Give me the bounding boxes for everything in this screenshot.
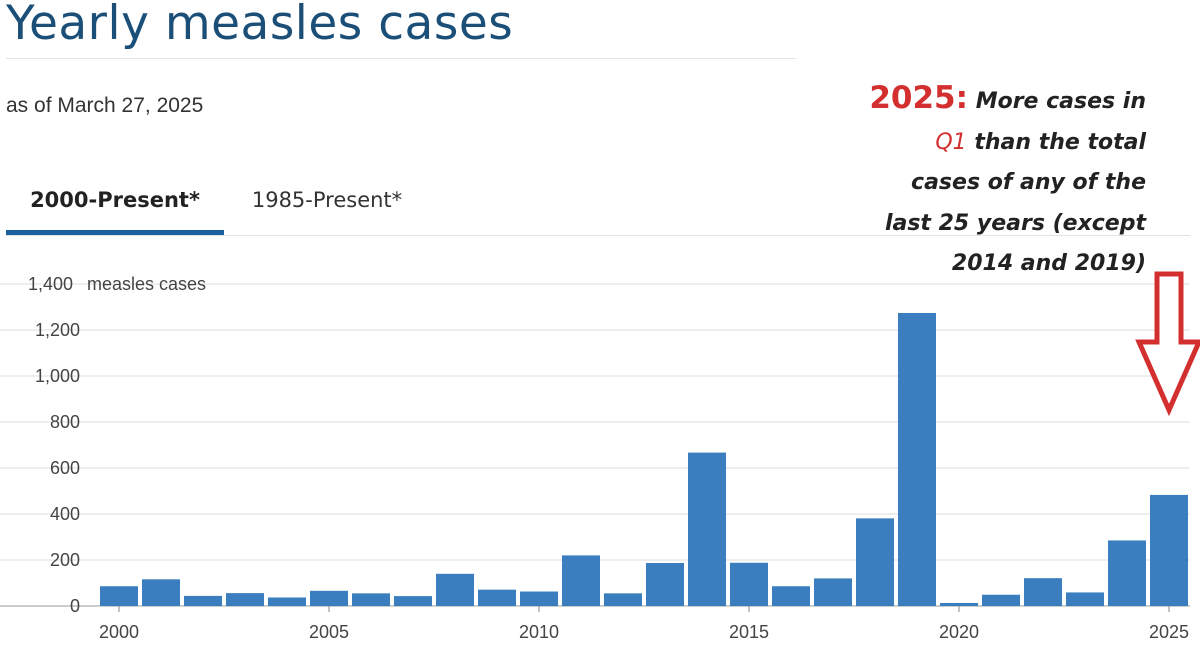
y-axis-title: measles cases bbox=[87, 274, 206, 294]
annotation-q1: Q1 bbox=[935, 129, 967, 155]
annotation-line-4: last 25 years (except bbox=[884, 210, 1146, 236]
y-axis-ticks: 0 200 400 600 800 1,000 1,200 1,400 bbox=[28, 274, 80, 616]
bar-2010 bbox=[520, 591, 558, 606]
measles-bar-chart: 0 200 400 600 800 1,000 1,200 1,400 measles cas… bbox=[0, 271, 1200, 642]
tab-2000-present[interactable]: 2000-Present* bbox=[6, 178, 224, 236]
page-title: Yearly measles cases bbox=[6, 0, 514, 51]
annotation-line-2: Q1 than the total bbox=[816, 123, 1146, 164]
bar-2013 bbox=[646, 562, 684, 606]
annotation-text-2: than the total bbox=[974, 129, 1146, 155]
annotation-year: 2025: bbox=[869, 80, 969, 116]
bar-2009 bbox=[478, 589, 516, 606]
x-tick-label: 2020 bbox=[939, 622, 979, 642]
bar-2014 bbox=[688, 452, 726, 606]
y-tick-label: 800 bbox=[50, 412, 80, 432]
bars bbox=[100, 312, 1188, 606]
title-divider bbox=[6, 58, 796, 59]
down-arrow-icon bbox=[1135, 271, 1200, 417]
bar-2024 bbox=[1108, 540, 1146, 606]
bar-2005 bbox=[310, 590, 348, 606]
y-tick-label: 1,000 bbox=[35, 366, 80, 386]
y-tick-label: 0 bbox=[70, 596, 80, 616]
bar-2004 bbox=[268, 597, 306, 606]
tab-1985-present[interactable]: 1985-Present* bbox=[251, 188, 403, 212]
y-tick-label: 200 bbox=[50, 550, 80, 570]
y-tick-label: 1,200 bbox=[35, 320, 80, 340]
tabs-divider bbox=[6, 235, 1190, 236]
bar-2019 bbox=[898, 312, 936, 606]
bar-2016 bbox=[772, 586, 810, 606]
bar-2017 bbox=[814, 578, 852, 606]
bar-2023 bbox=[1066, 592, 1104, 606]
bar-2008 bbox=[436, 573, 474, 606]
annotation-text-1: More cases in bbox=[975, 89, 1146, 114]
y-tick-label: 400 bbox=[50, 504, 80, 524]
bar-2002 bbox=[184, 595, 222, 606]
y-tick-label: 1,400 bbox=[28, 274, 73, 294]
x-tick-label: 2010 bbox=[519, 622, 559, 642]
bar-2012 bbox=[604, 593, 642, 606]
as-of-date: as of March 27, 2025 bbox=[6, 94, 204, 117]
bar-2003 bbox=[226, 593, 264, 606]
bar-2011 bbox=[562, 555, 600, 606]
annotation-line-1: 2025: More cases in bbox=[816, 78, 1146, 123]
bar-2015 bbox=[730, 562, 768, 606]
bar-2006 bbox=[352, 593, 390, 606]
bar-2025 bbox=[1150, 494, 1188, 606]
y-tick-label: 600 bbox=[50, 458, 80, 478]
bar-2020 bbox=[940, 603, 978, 606]
bar-2001 bbox=[142, 579, 180, 606]
x-tick-label: 2015 bbox=[729, 622, 769, 642]
bar-2000 bbox=[100, 586, 138, 606]
annotation-line-5: 2014 and 2019) bbox=[951, 251, 1146, 276]
x-axis-ticks: 2000 2005 2010 2015 2020 2025 bbox=[99, 606, 1189, 642]
x-tick-label: 2000 bbox=[99, 622, 139, 642]
x-tick-label: 2005 bbox=[309, 622, 349, 642]
bar-2021 bbox=[982, 594, 1020, 606]
range-tabs: 2000-Present* 1985-Present* bbox=[6, 178, 1190, 238]
bar-2022 bbox=[1024, 578, 1062, 606]
bar-2007 bbox=[394, 596, 432, 606]
bar-2018 bbox=[856, 518, 894, 606]
annotation-line-3: cases of any of the bbox=[911, 170, 1146, 195]
annotation-callout: 2025: More cases in Q1 than the total ca… bbox=[816, 78, 1146, 285]
down-arrow-shape bbox=[1135, 271, 1200, 417]
x-tick-label: 2025 bbox=[1149, 622, 1189, 642]
